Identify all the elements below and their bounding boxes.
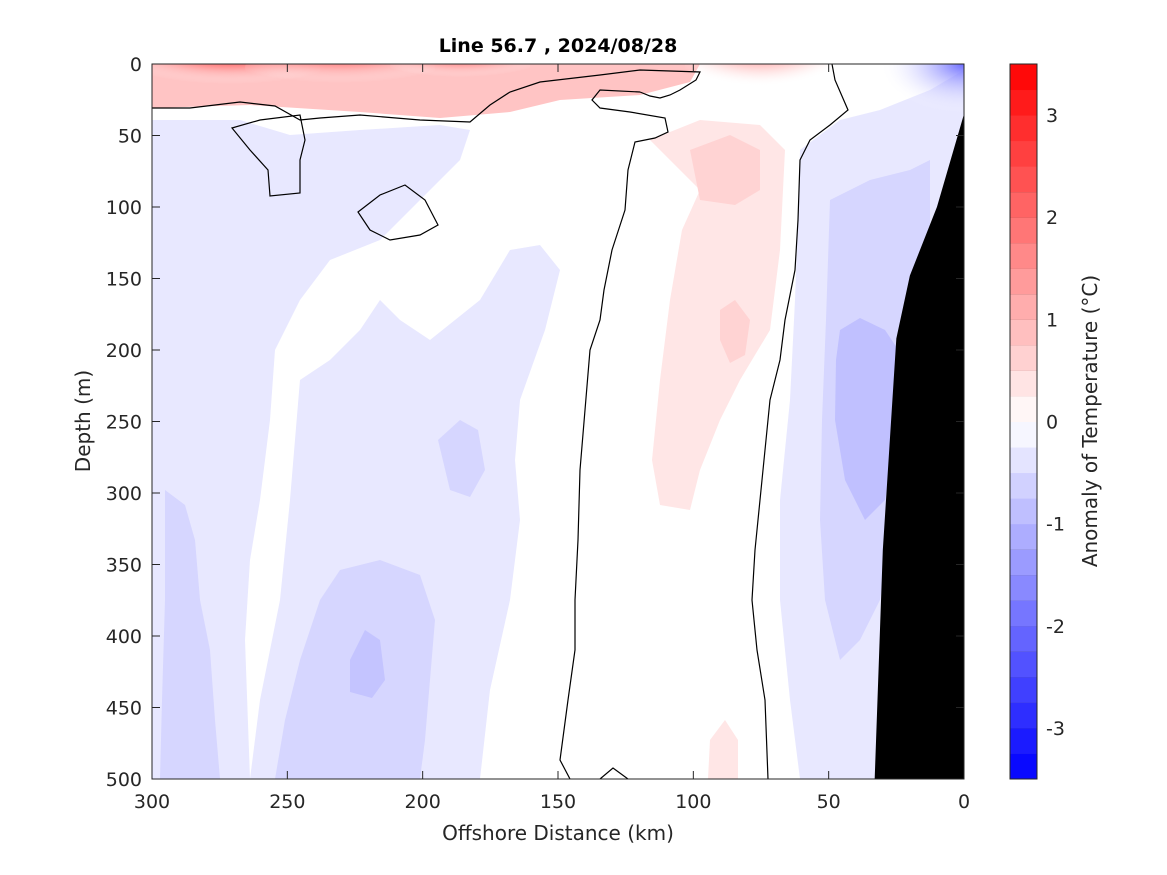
colorbar-segment: [1010, 89, 1037, 116]
y-tick-label: 450: [106, 698, 142, 720]
anomaly-region-warm-tongue: [650, 120, 785, 510]
colorbar-segment: [1010, 549, 1037, 576]
anomaly-region-surface-warm-core-3: [390, 64, 530, 88]
colorbar-segment: [1010, 140, 1037, 167]
x-tick-label: 250: [269, 791, 305, 813]
colorbar-segment: [1010, 166, 1037, 193]
x-tick-label: 50: [817, 791, 841, 813]
x-tick-label: 150: [540, 791, 576, 813]
colorbar-segment: [1010, 115, 1037, 142]
colorbar-tick-label: 1: [1046, 309, 1058, 331]
colorbar-segment: [1010, 293, 1037, 320]
anomaly-region-surface-warm-core-4: [685, 64, 835, 109]
x-axis: 300 250 200 150 100 50 0: [134, 64, 970, 813]
colorbar-ticks: 3 2 1 0 -1 -2 -3: [1046, 105, 1065, 740]
zero-contour-east-front: [751, 64, 849, 779]
colorbar-segment: [1010, 676, 1037, 703]
colorbar-segment: [1010, 395, 1037, 422]
colorbar-segment: [1010, 523, 1037, 550]
colorbar-segment: [1010, 217, 1037, 244]
colorbar-tick-label: -2: [1046, 616, 1065, 638]
colorbar-segment: [1010, 447, 1037, 474]
y-tick-label: 250: [106, 412, 142, 434]
colorbar-segment: [1010, 191, 1037, 218]
zero-contour-surface: [152, 69, 701, 123]
colorbar-tick-label: -3: [1046, 718, 1065, 740]
zero-contour-west-front: [559, 89, 669, 779]
colorbar-tick-label: 3: [1046, 105, 1058, 127]
zero-contour-bottom: [599, 767, 629, 779]
colorbar-tick-label: 2: [1046, 207, 1058, 229]
colorbar-tick-label: -1: [1046, 514, 1065, 536]
y-tick-label: 400: [106, 626, 142, 648]
plot-area: [152, 64, 964, 779]
colorbar-segment: [1010, 702, 1037, 729]
colorbar-segment: [1010, 344, 1037, 371]
y-tick-label: 50: [118, 126, 142, 148]
colorbar-segment: [1010, 242, 1037, 269]
zero-contour-eddy: [357, 184, 439, 241]
chart-title: Line 56.7 , 2024/08/28: [439, 35, 678, 57]
colorbar-segment: [1010, 574, 1037, 601]
anomaly-region-cool-offshore-deep: [160, 490, 220, 779]
anomaly-region-cool-mid-core: [350, 630, 385, 698]
anomaly-region-nearshore-cold-core: [835, 318, 905, 520]
colorbar-segment: [1010, 498, 1037, 525]
anomaly-region-warm-bottom: [708, 720, 738, 779]
anomaly-region-warm-tongue-mid: [720, 300, 750, 363]
colorbar-segment: [1010, 472, 1037, 499]
colorbar-segment: [1010, 600, 1037, 627]
x-tick-label: 0: [958, 791, 970, 813]
anomaly-region-cool-offshore: [152, 120, 470, 779]
colorbar: [1010, 63, 1037, 780]
anomaly-region-warm-tongue-core: [690, 135, 760, 205]
x-tick-label: 100: [675, 791, 711, 813]
y-tick-label: 100: [106, 197, 142, 219]
anomaly-region-surface-warm-core-2: [245, 64, 435, 98]
y-tick-label: 150: [106, 269, 142, 291]
zero-contours: [152, 64, 849, 779]
colorbar-segment: [1010, 64, 1037, 91]
y-axis-label: Depth (m): [71, 370, 95, 472]
y-tick-label: 200: [106, 340, 142, 362]
zero-contour-shallow-loop: [230, 114, 306, 197]
colorbar-segment: [1010, 370, 1037, 397]
colorbar-tick-label: 0: [1046, 412, 1058, 434]
y-tick-label: 350: [106, 555, 142, 577]
x-axis-label: Offshore Distance (km): [442, 821, 674, 845]
colorbar-segment: [1010, 727, 1037, 754]
x-tick-label: 200: [405, 791, 441, 813]
colorbar-segment: [1010, 753, 1037, 780]
colorbar-segment: [1010, 319, 1037, 346]
y-tick-label: 300: [106, 483, 142, 505]
colorbar-segment: [1010, 625, 1037, 652]
y-tick-label: 0: [130, 54, 142, 76]
x-tick-label: 300: [134, 791, 170, 813]
anomaly-region-surface-cold: [870, 64, 964, 119]
y-tick-label: 500: [106, 769, 142, 791]
bathymetry-seafloor: [874, 114, 964, 779]
colorbar-label: Anomaly of Temperature (°C): [1078, 275, 1102, 567]
colorbar-segment: [1010, 268, 1037, 295]
colorbar-segment: [1010, 651, 1037, 678]
anomaly-region-cool-pocket: [438, 420, 485, 497]
colorbar-segment: [1010, 421, 1037, 448]
y-axis: 0 50 100 150 200 250 300 350 400 450 500: [106, 54, 964, 791]
colorbar-frame: [1009, 63, 1038, 780]
